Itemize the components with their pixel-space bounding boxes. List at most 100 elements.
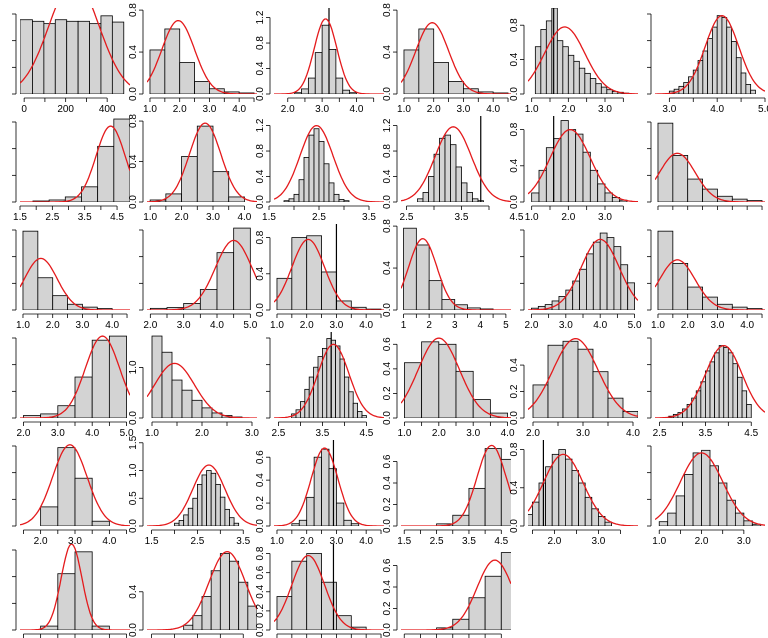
histogram-bar <box>350 523 360 526</box>
x-tick-label: 0 <box>21 104 27 115</box>
histogram-bar <box>750 89 756 94</box>
y-tick-label: 0.0 <box>128 519 139 533</box>
histogram-bar <box>433 62 449 94</box>
y-tick-label: 0.0 <box>255 303 266 317</box>
histogram-bar <box>336 502 345 526</box>
x-tick-label: 4.0 <box>232 104 246 115</box>
plot-area <box>401 22 511 94</box>
y-tick-label: 0.8 <box>255 546 266 560</box>
histogram-bar <box>328 49 337 94</box>
y-tick-label: 0.4 <box>255 61 266 75</box>
histogram-bar <box>441 299 456 310</box>
y-tick-label: 0.0 <box>509 411 520 425</box>
histogram-bar <box>567 54 575 94</box>
x-tick-label: 1.0 <box>270 536 284 547</box>
y-tick-label: 1.5 <box>128 435 139 449</box>
histogram-bar <box>607 397 624 418</box>
histogram-panel-7: 1.5 2.5 3.5 4.5 <box>12 118 130 223</box>
histogram-bar <box>201 474 207 526</box>
histogram-bar <box>702 188 718 202</box>
histogram-panel-24: 2.5 3.5 4.5 <box>647 337 765 439</box>
x-tick-label: 3.0 <box>559 320 573 331</box>
histogram-bar <box>687 178 703 202</box>
density-curve <box>655 152 765 202</box>
histogram-bar <box>444 134 451 202</box>
histogram-bar <box>600 86 608 94</box>
histogram-bar <box>575 133 584 202</box>
y-tick-label: 0.8 <box>128 3 139 17</box>
histogram-bar <box>439 137 446 202</box>
histogram-bar <box>463 88 479 94</box>
y-tick-label: 0.8 <box>382 3 393 17</box>
histogram-bar <box>528 514 533 526</box>
histogram-bar <box>403 227 417 310</box>
x-tick-label: 3.5 <box>236 536 250 547</box>
y-tick-label: 0.2 <box>382 601 393 615</box>
histogram-bar <box>338 199 345 202</box>
density-curve <box>528 238 638 310</box>
histogram-bar <box>743 520 753 526</box>
histogram-bar <box>714 352 720 418</box>
histogram-bar <box>455 370 474 418</box>
y-tick-label: 0.0 <box>509 87 520 101</box>
histogram-bar <box>551 453 560 526</box>
histogram-bar <box>74 551 93 630</box>
histogram-bar <box>591 508 599 526</box>
y-tick-label: 0.6 <box>255 565 266 579</box>
histogram-bar <box>224 508 230 526</box>
x-tick-label: 4.0 <box>105 320 119 331</box>
x-tick-label: 5.0 <box>120 428 134 439</box>
x-tick-label: 4.0 <box>740 320 754 331</box>
plot-area <box>401 227 511 310</box>
histogram-bar <box>727 352 734 418</box>
y-tick-label: 0.4 <box>128 154 139 168</box>
x-tick-label: 3.0 <box>68 536 82 547</box>
plot-area <box>528 337 638 418</box>
histogram-bar <box>196 125 214 202</box>
y-tick-label: 0.0 <box>255 195 266 209</box>
x-tick-label: 3.0 <box>466 428 480 439</box>
x-tick-label: 1.0 <box>143 104 157 115</box>
x-tick-label: 2.0 <box>526 428 540 439</box>
x-tick-label: 4.0 <box>85 428 99 439</box>
x-tick-label: 3.0 <box>51 428 65 439</box>
plot-area <box>147 335 257 418</box>
histogram-bar <box>448 81 464 94</box>
histogram-bar <box>726 26 732 94</box>
histogram-bar <box>194 81 210 94</box>
x-tick-label: 2.0 <box>300 320 314 331</box>
y-tick-label: 0.0 <box>382 411 393 425</box>
histogram-bar <box>718 482 728 526</box>
y-tick-label: 0.4 <box>382 361 393 375</box>
y-tick-label: 1.0 <box>128 360 139 374</box>
histogram-bar <box>339 358 345 418</box>
histogram-bar <box>343 519 352 526</box>
plot-area <box>655 344 765 418</box>
histogram-bar <box>57 447 76 526</box>
histogram-bar <box>687 286 703 310</box>
histogram-bar <box>740 72 747 94</box>
density-curve <box>20 257 130 310</box>
x-tick-label: 2.0 <box>561 104 575 115</box>
histogram-bar <box>538 169 547 202</box>
histogram-bar <box>718 345 725 418</box>
x-tick-label: 400 <box>99 104 116 115</box>
histogram-bar <box>151 335 163 418</box>
x-tick-label: 4.5 <box>110 212 124 223</box>
histogram-bar <box>531 192 540 202</box>
x-tick-label: 1.5 <box>13 212 27 223</box>
plot-area <box>274 332 384 418</box>
density-curve <box>147 362 257 418</box>
histogram-bar <box>333 193 340 202</box>
histogram-bar <box>343 376 350 418</box>
histogram-panel-32: 0.0 0.4 <box>128 551 257 638</box>
histogram-bar <box>461 182 468 202</box>
x-tick-label: 2.5 <box>45 212 59 223</box>
y-tick-label: 0.4 <box>509 158 520 172</box>
histogram-bar <box>37 277 54 310</box>
histogram-bar <box>484 448 502 526</box>
histogram-bar <box>556 40 564 94</box>
x-tick-label: 3.5 <box>315 428 329 439</box>
histogram-bar <box>732 363 738 418</box>
